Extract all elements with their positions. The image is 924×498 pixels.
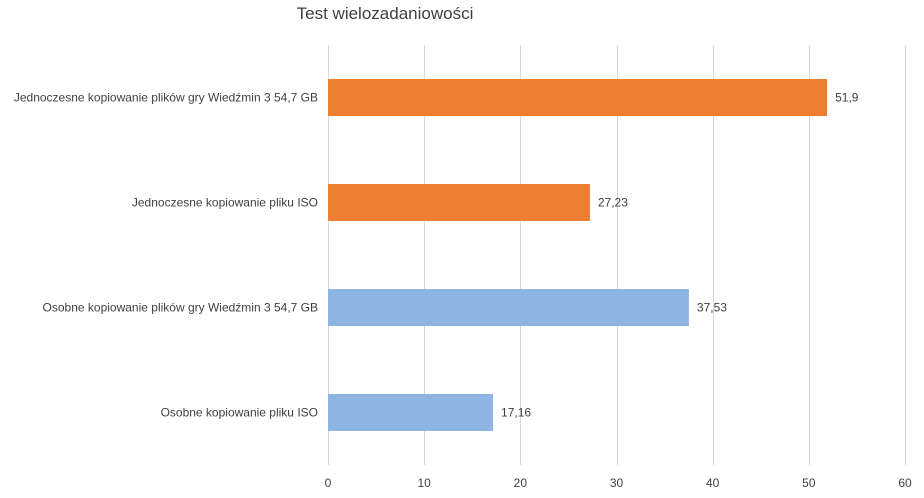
category-label: Jednoczesne kopiowanie pliku ISO [132, 196, 318, 210]
x-tick-label: 20 [514, 476, 528, 490]
data-label: 37,53 [697, 301, 727, 315]
chart-title: Test wielozadaniowości [296, 4, 474, 23]
data-label: 17,16 [501, 406, 531, 420]
bar-3 [328, 289, 689, 326]
x-tick-label: 0 [325, 476, 332, 490]
category-label: Osobne kopiowanie plików gry Wiedźmin 3 … [43, 301, 318, 315]
data-label: 27,23 [598, 196, 628, 210]
bar-4 [328, 394, 494, 431]
x-tick-label: 40 [706, 476, 720, 490]
x-tick-label: 10 [417, 476, 431, 490]
bar-2 [328, 184, 590, 221]
x-tick-label: 30 [610, 476, 624, 490]
x-tick-label: 60 [898, 476, 912, 490]
category-label: Osobne kopiowanie pliku ISO [161, 406, 318, 420]
x-tick-label: 50 [802, 476, 816, 490]
category-label: Jednoczesne kopiowanie plików gry Wiedźm… [14, 91, 318, 105]
data-label: 51,9 [835, 91, 859, 105]
bar-1 [328, 79, 828, 116]
